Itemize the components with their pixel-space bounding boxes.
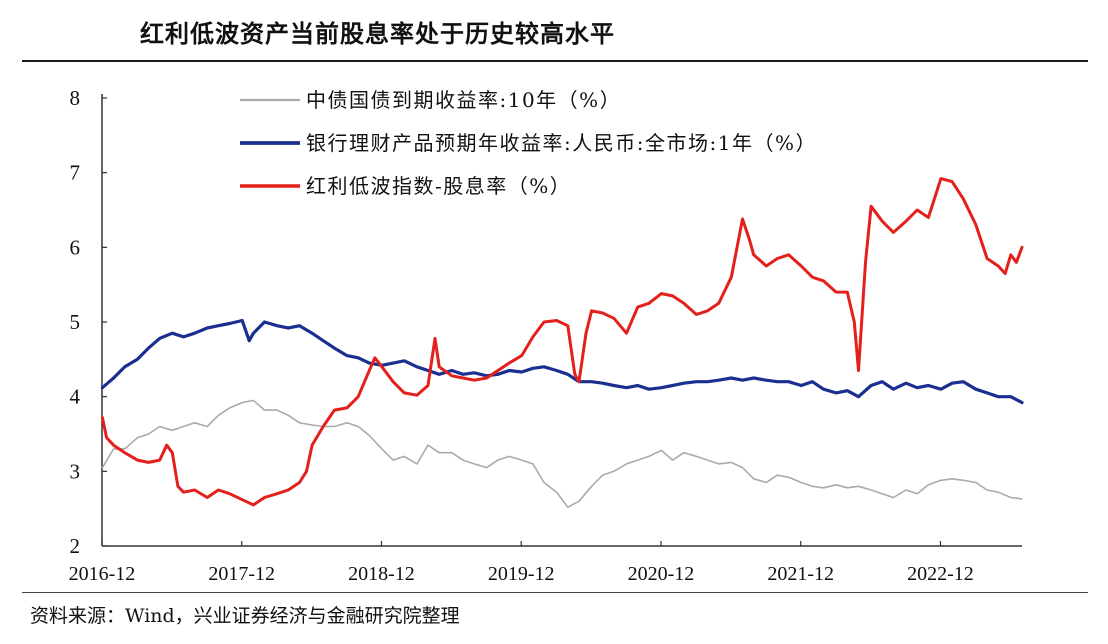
series-lines: [100, 177, 1024, 508]
x-tick-label: 2016-12: [69, 563, 136, 585]
axes: [101, 94, 1022, 547]
y-tick-label: 7: [70, 161, 81, 185]
y-tick-label: 2: [70, 534, 81, 558]
series-line-1: [101, 399, 1023, 508]
y-tick-label: 6: [70, 235, 81, 259]
legend-label-1: 中债国债到期收益率:10年（%）: [306, 88, 621, 112]
x-tick-label: 2022-12: [907, 563, 974, 585]
x-tick-label: 2019-12: [488, 563, 555, 585]
x-tick-label: 2018-12: [348, 563, 415, 585]
title-divider: [22, 60, 1088, 62]
source-note: 资料来源：Wind，兴业证券经济与金融研究院整理: [30, 605, 460, 627]
y-axis-ticks: 2 3 4 5 6 7 8: [70, 86, 107, 558]
y-tick-label: 5: [70, 310, 81, 334]
source-divider: [22, 592, 1088, 593]
legend-label-3: 红利低波指数-股息率（%）: [306, 174, 571, 198]
legend-label-2: 银行理财产品预期年收益率:人民币:全市场:1年（%）: [306, 131, 817, 155]
x-tick-label: 2017-12: [208, 563, 275, 585]
x-tick-label: 2020-12: [628, 563, 695, 585]
line-chart: 2 3 4 5 6 7 8 2016-12 2017-12 2018-12 2019-12 2020…: [69, 86, 1024, 585]
y-tick-label: 4: [70, 385, 81, 409]
legend: 中债国债到期收益率:10年（%） 银行理财产品预期年收益率:人民币:全市场:1年（…: [240, 88, 817, 198]
chart-title: 红利低波资产当前股息率处于历史较高水平: [140, 19, 615, 48]
series-line-2: [100, 318, 1024, 405]
x-tick-label: 2021-12: [767, 563, 834, 585]
x-axis-ticks: 2016-12 2017-12 2018-12 2019-12 2020-12 2021-…: [69, 541, 974, 585]
y-tick-label: 3: [70, 459, 81, 483]
series-line-3: [100, 177, 1024, 507]
y-tick-label: 8: [70, 86, 81, 110]
